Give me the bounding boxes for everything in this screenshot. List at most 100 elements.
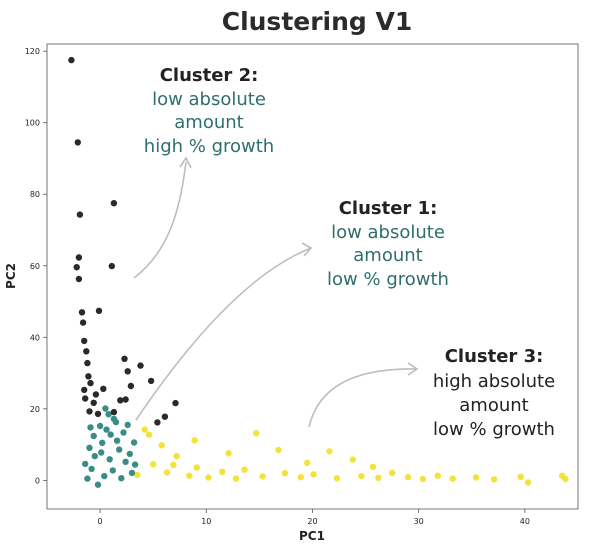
cluster1-point xyxy=(130,439,138,446)
cluster3-point xyxy=(186,472,193,479)
cluster1-point xyxy=(103,426,110,433)
axes-layer: 0 10 20 30 40 0 20 40 60 80 100 120 xyxy=(25,47,530,526)
cluster2-point xyxy=(124,368,131,375)
cluster3-point xyxy=(310,471,317,478)
cluster3-point xyxy=(369,463,377,470)
cluster1-point xyxy=(82,460,89,468)
cluster3-point xyxy=(232,475,240,482)
cluster1-point xyxy=(107,431,114,438)
cluster1-point xyxy=(102,405,109,412)
cluster3-point xyxy=(205,474,212,481)
cluster1-point xyxy=(88,465,95,473)
cluster3-point xyxy=(333,475,341,482)
cluster3-point xyxy=(158,442,165,449)
y-tick-label: 20 xyxy=(30,405,40,414)
cluster1-point xyxy=(118,475,125,482)
cluster2-point xyxy=(81,337,88,345)
cluster3-point xyxy=(219,468,226,475)
cluster2-point xyxy=(85,373,92,380)
cluster2-point xyxy=(154,419,161,426)
cluster3-point xyxy=(524,479,532,486)
cluster1-line-2: amount xyxy=(353,245,422,266)
cluster2-point xyxy=(87,379,94,387)
cluster1-point xyxy=(110,415,118,423)
cluster1-point xyxy=(113,437,121,444)
plot-frame xyxy=(46,43,579,510)
x-tick-label: 10 xyxy=(201,517,211,526)
cluster3-point xyxy=(173,452,180,460)
cluster2-point xyxy=(76,211,84,218)
x-tick-label: 40 xyxy=(520,517,530,526)
cluster2-point xyxy=(100,385,107,392)
cluster3-point xyxy=(225,450,232,457)
cluster2-point xyxy=(83,348,90,355)
cluster2-point xyxy=(92,391,100,398)
cluster2-point xyxy=(172,399,179,407)
cluster1-point xyxy=(124,421,131,429)
cluster3-point xyxy=(275,446,282,454)
cluster2-point xyxy=(84,359,91,367)
cluster2-point xyxy=(127,382,135,390)
cluster1-point xyxy=(87,424,94,431)
cluster3-arrowhead xyxy=(407,362,419,376)
cluster3-point xyxy=(562,475,569,483)
cluster3-point xyxy=(490,476,498,483)
cluster3-point xyxy=(193,464,200,471)
cluster3-point xyxy=(241,466,248,473)
cluster1-point xyxy=(116,446,123,453)
cluster2-line-3: high % growth xyxy=(144,136,274,157)
y-tick-label: 80 xyxy=(30,190,40,199)
cluster2-point xyxy=(82,395,89,402)
y-tick-label: 60 xyxy=(30,262,40,271)
cluster2-point xyxy=(95,307,103,314)
cluster2-point xyxy=(81,386,88,394)
annotation-layer: Cluster 2: low absolute amount high % gr… xyxy=(133,65,555,440)
cluster2-line-2: amount xyxy=(174,112,243,133)
cluster2-point xyxy=(147,377,155,385)
cluster2-point xyxy=(74,139,82,146)
cluster2-heading: Cluster 2: xyxy=(160,65,259,86)
cluster1-point xyxy=(122,458,129,465)
cluster3-point xyxy=(134,471,141,479)
cluster2-point xyxy=(122,396,129,403)
cluster1-point xyxy=(90,432,97,440)
cluster2-point xyxy=(117,397,124,404)
cluster3-point xyxy=(170,461,177,469)
cluster3-line-3: low % growth xyxy=(433,419,555,440)
cluster2-point xyxy=(68,56,75,64)
y-tick-label: 0 xyxy=(35,476,40,485)
y-axis-label: PC2 xyxy=(4,263,18,289)
cluster3-point xyxy=(389,469,396,477)
cluster2-point xyxy=(137,362,144,369)
cluster2-point xyxy=(73,264,80,271)
y-tick-label: 100 xyxy=(25,119,40,128)
cluster2-point xyxy=(110,200,118,207)
cluster1-point xyxy=(128,469,136,477)
cluster3-point xyxy=(419,475,427,483)
cluster3-point xyxy=(434,472,441,479)
cluster1-point xyxy=(120,429,127,436)
cluster1-arrow xyxy=(135,247,312,421)
cluster1-point xyxy=(98,449,105,456)
y-tick-label: 120 xyxy=(25,47,40,56)
cluster1-point xyxy=(105,411,112,418)
x-axis-label: PC1 xyxy=(299,529,325,543)
x-tick-label: 20 xyxy=(307,517,317,526)
x-tick-label: 30 xyxy=(414,517,424,526)
cluster1-line-3: low % growth xyxy=(327,269,449,290)
cluster3-point xyxy=(150,461,157,468)
cluster2-point xyxy=(86,408,93,415)
cluster1-point xyxy=(91,452,99,460)
cluster1-point xyxy=(101,472,108,480)
cluster3-point xyxy=(253,430,260,437)
cluster3-point xyxy=(375,474,382,482)
cluster2-point xyxy=(110,408,118,416)
cluster3-point xyxy=(517,473,524,480)
cluster3-point xyxy=(145,431,153,438)
cluster2-point xyxy=(121,355,128,362)
cluster2-point xyxy=(75,275,83,283)
cluster3-arrow xyxy=(308,368,418,428)
cluster3-point xyxy=(358,472,365,480)
cluster2-point xyxy=(161,413,169,420)
cluster1-line-1: low absolute xyxy=(331,222,445,243)
